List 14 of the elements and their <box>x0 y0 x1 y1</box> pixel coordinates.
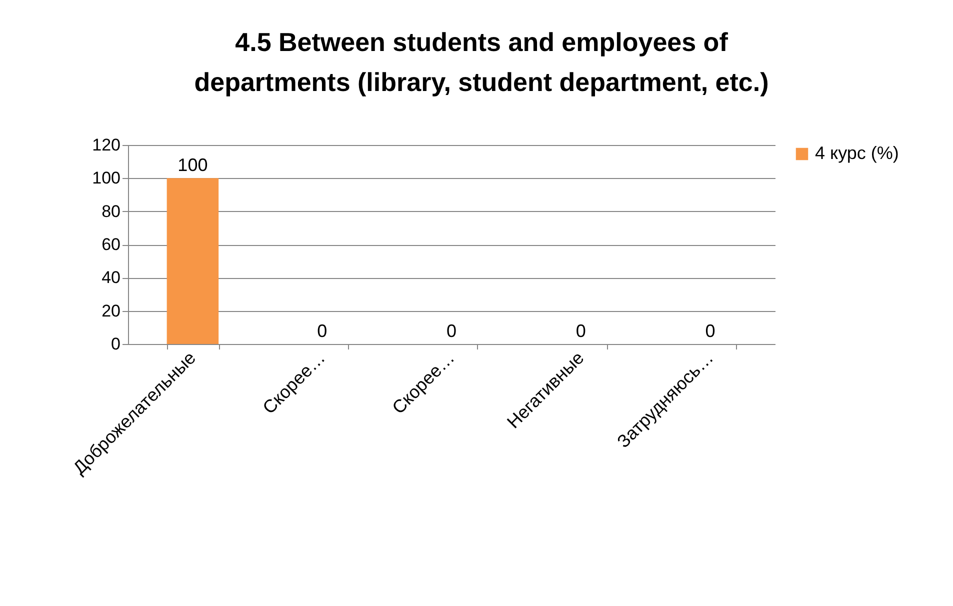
data-label: 100 <box>178 155 208 176</box>
y-tick-label: 60 <box>102 235 120 254</box>
y-tick-label: 120 <box>92 136 120 154</box>
legend-label: 4 курс (%) <box>815 143 899 163</box>
data-label: 0 <box>576 321 586 341</box>
y-tick-label: 80 <box>102 202 120 221</box>
data-label: 0 <box>705 321 716 341</box>
y-tick-label: 40 <box>102 268 120 288</box>
chart-title: 4.5 Between students and employees of departments (library, student department, etc.) <box>194 27 769 97</box>
y-tick-label: 20 <box>102 301 120 320</box>
y-tick-label: 0 <box>111 334 120 354</box>
data-label: 0 <box>446 321 457 341</box>
y-tick-label: 100 <box>92 168 120 188</box>
data-label: 0 <box>317 321 328 341</box>
